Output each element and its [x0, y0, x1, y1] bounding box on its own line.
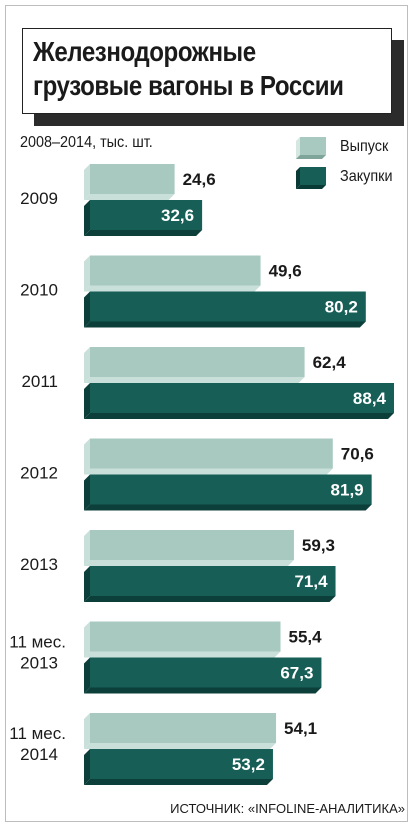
bar-purchase-4	[84, 566, 336, 602]
value-label-release-1: 49,6	[269, 262, 302, 281]
value-label-purchase-0: 32,6	[161, 206, 194, 225]
bar-purchase-6-face	[90, 749, 273, 779]
value-label-purchase-1: 80,2	[325, 298, 358, 317]
value-label-purchase-4: 71,4	[294, 572, 328, 591]
bar-release-1-bottom	[84, 285, 261, 292]
bar-release-4-face	[90, 530, 294, 560]
chart-subtitle: 2008–2014, тыс. шт.	[20, 134, 153, 151]
bar-release-6-side	[84, 713, 90, 749]
bar-release-6-bottom	[84, 743, 277, 749]
value-label-release-6: 54,1	[284, 719, 317, 738]
bar-release-0-face	[90, 164, 175, 194]
source-note: ИСТОЧНИК: «INFOLINE-АНАЛИТИКА»	[170, 801, 405, 816]
bar-purchase-3	[84, 474, 372, 511]
bar-release-0-side	[84, 164, 90, 200]
bar-release-2	[84, 347, 305, 383]
title-line-2: грузовые вагоны в России	[33, 70, 344, 101]
value-label-release-2: 62,4	[313, 353, 347, 372]
legend-swatch-release	[296, 137, 326, 159]
bar-purchase-0-face	[90, 200, 203, 230]
category-label-2: 2011	[21, 372, 58, 391]
bar-purchase-1-bottom	[84, 321, 366, 328]
value-label-release-4: 59,3	[302, 536, 335, 555]
bar-release-6-face	[90, 713, 277, 743]
value-label-release-3: 70,6	[341, 445, 374, 464]
bar-purchase-1-face	[90, 291, 366, 322]
category-label-1: 2010	[20, 281, 58, 300]
bar-purchase-2-face	[90, 383, 394, 413]
title-box: Железнодорожные грузовые вагоны в России	[22, 28, 392, 114]
bar-release-5-face	[90, 621, 281, 652]
bar-release-6	[84, 713, 277, 749]
legend-label-release: Выпуск	[340, 138, 389, 155]
category-label-3: 2012	[20, 464, 58, 483]
chart-title: Железнодорожные грузовые вагоны в России	[33, 35, 394, 103]
bar-release-4	[84, 530, 294, 566]
bar-purchase-1	[84, 291, 366, 328]
value-label-purchase-5: 67,3	[280, 664, 313, 683]
category-label-6-line1: 11 мес.	[9, 724, 66, 743]
bar-purchase-6	[84, 749, 273, 785]
value-label-purchase-3: 81,9	[331, 481, 364, 500]
bar-release-1-face	[90, 255, 261, 286]
bar-purchase-5	[84, 657, 322, 694]
bar-purchase-6-bottom	[84, 779, 273, 785]
bar-release-1-side	[84, 255, 90, 292]
title-line-1: Железнодорожные	[33, 36, 256, 67]
bar-purchase-6-side	[84, 749, 90, 785]
bar-purchase-2	[84, 383, 394, 419]
value-label-release-0: 24,6	[183, 170, 216, 189]
bar-purchase-0-bottom	[84, 230, 203, 236]
value-label-purchase-6: 53,2	[232, 755, 265, 774]
value-label-release-5: 55,4	[289, 628, 323, 647]
bar-purchase-5-bottom	[84, 687, 322, 694]
bar-purchase-0	[84, 200, 203, 236]
bar-release-5-bottom	[84, 651, 281, 658]
value-label-purchase-2: 88,4	[353, 389, 387, 408]
category-label-4: 2013	[20, 555, 58, 574]
bar-release-4-side	[84, 530, 90, 566]
legend-swatch-purchase	[296, 167, 326, 189]
bar-release-4-bottom	[84, 560, 294, 566]
bar-release-2-side	[84, 347, 90, 383]
category-label-5-line1: 11 мес.	[9, 633, 66, 652]
bar-purchase-0-side	[84, 200, 90, 236]
bar-purchase-5-side	[84, 657, 90, 694]
bar-release-3	[84, 438, 333, 475]
bar-release-0-bottom	[84, 194, 175, 200]
bar-release-5	[84, 621, 281, 658]
bar-release-5-side	[84, 621, 90, 658]
bar-release-3-face	[90, 438, 333, 469]
bar-release-0	[84, 164, 175, 200]
category-label-6-line2: 2014	[20, 745, 58, 764]
bar-purchase-2-side	[84, 383, 90, 419]
bar-purchase-5-face	[90, 657, 322, 688]
category-label-0: 2009	[20, 189, 58, 208]
bar-purchase-3-face	[90, 474, 372, 505]
category-label-5-line2: 2013	[20, 654, 58, 673]
bar-purchase-3-side	[84, 474, 90, 511]
bar-purchase-4-face	[90, 566, 336, 596]
bar-release-2-face	[90, 347, 305, 377]
bar-purchase-1-side	[84, 291, 90, 328]
bar-purchase-4-bottom	[84, 596, 336, 602]
bar-purchase-4-side	[84, 566, 90, 602]
bar-purchase-2-bottom	[84, 413, 394, 419]
bar-release-3-side	[84, 438, 90, 475]
bar-release-1	[84, 255, 261, 292]
bar-release-2-bottom	[84, 377, 305, 383]
bar-release-3-bottom	[84, 468, 333, 475]
bar-purchase-3-bottom	[84, 504, 372, 511]
legend-label-purchase: Закупки	[340, 168, 393, 185]
